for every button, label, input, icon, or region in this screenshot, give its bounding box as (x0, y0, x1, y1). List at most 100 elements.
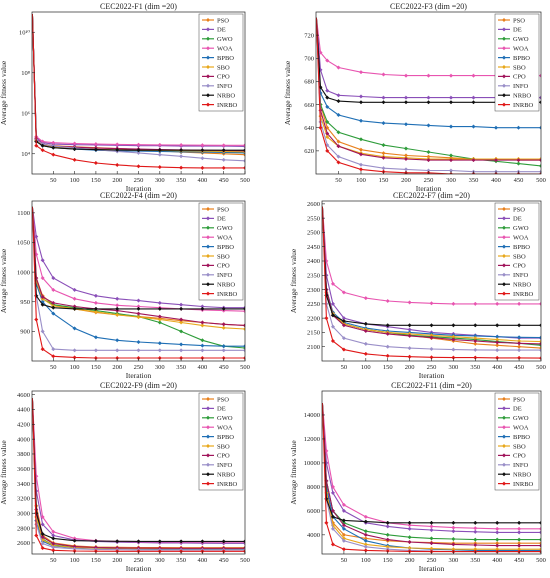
data-point (179, 329, 184, 334)
y-tick-label: 14000 (304, 412, 320, 419)
x-tick-label: 400 (198, 177, 208, 184)
data-point (330, 301, 336, 306)
data-point (495, 530, 500, 535)
y-tick-label: 1000 (17, 269, 30, 276)
data-point (495, 340, 500, 345)
x-tick-label: 150 (91, 557, 101, 564)
data-point (381, 142, 386, 148)
y-tick-label: 620 (304, 148, 314, 155)
data-point (51, 536, 56, 541)
legend-label: WOA (217, 425, 233, 432)
x-tick-label: 50 (341, 557, 348, 564)
data-point (538, 537, 541, 542)
data-point (200, 320, 205, 325)
data-point (179, 148, 184, 153)
data-point (200, 156, 205, 161)
data-point (157, 148, 162, 153)
y-tick-label: 4200 (17, 422, 30, 429)
y-tick-label: 900 (20, 329, 30, 336)
data-point (179, 342, 184, 347)
y-tick-label: 2800 (17, 525, 30, 532)
data-point (538, 520, 541, 525)
data-point (429, 346, 434, 352)
data-point (179, 317, 184, 322)
legend-label: INRBO (513, 291, 534, 298)
data-point (51, 275, 56, 281)
data-point (429, 323, 434, 328)
x-tick-label: 100 (70, 557, 80, 564)
data-point (517, 341, 522, 346)
legend-marker (206, 55, 210, 60)
x-axis-label: Iteration (126, 184, 152, 193)
x-tick-label: 250 (427, 364, 437, 371)
legend-label: GWO (513, 225, 529, 232)
legend-label: BPBO (513, 434, 530, 441)
data-point (471, 124, 476, 129)
data-point (426, 73, 431, 78)
data-point (473, 323, 478, 328)
data-point (451, 323, 456, 328)
legend-label: PSO (217, 396, 229, 403)
legend-marker (206, 282, 210, 287)
legend-marker (502, 102, 506, 107)
legend-marker (206, 235, 210, 240)
data-point (242, 165, 245, 170)
legend-marker (502, 263, 506, 268)
legend-label: BPBO (217, 244, 234, 251)
data-point (538, 543, 541, 548)
legend-marker (502, 282, 506, 287)
data-point (330, 542, 336, 547)
data-point (473, 542, 478, 548)
y-tick-label: 6000 (307, 508, 320, 515)
legend-marker (502, 216, 506, 221)
data-point (51, 529, 56, 534)
data-point (448, 95, 454, 100)
data-point (358, 152, 364, 157)
data-point (179, 539, 184, 544)
legend-label: INFO (513, 462, 528, 469)
data-point (407, 535, 412, 540)
x-tick-label: 450 (514, 177, 524, 184)
data-point (40, 258, 45, 263)
data-point (517, 543, 522, 548)
data-point (407, 346, 412, 351)
y-tick-label: 2100 (307, 344, 320, 351)
data-point (136, 339, 141, 345)
data-point (341, 290, 346, 295)
x-tick-label: 350 (176, 177, 186, 184)
data-point (363, 514, 368, 519)
y-tick-label: 3400 (17, 481, 30, 488)
legend-label: INRBO (217, 291, 238, 298)
chart-panel-2: CEC2022-F3 (dim =20) 50 100 150 200 250 300 350… (283, 2, 546, 193)
y-tick-label: 4600 (17, 392, 30, 399)
data-point (221, 165, 226, 170)
data-point (426, 123, 431, 128)
data-point (473, 526, 478, 531)
data-point (358, 167, 364, 172)
data-point (493, 158, 499, 163)
data-point (336, 130, 341, 135)
data-point (72, 538, 77, 543)
data-point (358, 137, 364, 142)
data-point (403, 73, 409, 78)
legend-label: NRBO (513, 472, 531, 479)
data-point (336, 99, 341, 104)
legend-marker (502, 406, 506, 411)
data-point (242, 348, 245, 353)
data-point (336, 112, 341, 118)
data-point (341, 526, 346, 531)
data-point (330, 313, 336, 318)
legend-label: NRBO (513, 93, 531, 100)
legend-label: DE (513, 216, 522, 223)
y-tick-label: 3800 (17, 451, 30, 458)
y-tick-label: 10000 (304, 460, 320, 467)
legend-marker (502, 397, 506, 401)
data-point (473, 338, 478, 344)
data-point (471, 95, 476, 100)
y-tick-label: 2150 (307, 330, 320, 337)
data-point (381, 151, 386, 156)
data-point (93, 306, 98, 311)
legend-label: GWO (217, 225, 233, 232)
legend-marker (502, 472, 506, 477)
data-point (40, 329, 45, 334)
